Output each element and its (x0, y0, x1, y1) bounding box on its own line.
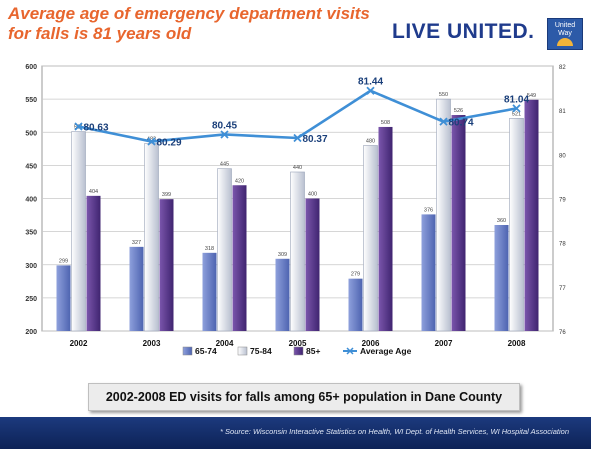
bar-85-2008 (524, 99, 539, 331)
bar-label: 420 (235, 178, 244, 184)
average-age-point (366, 86, 375, 95)
y2-tick-label: 79 (559, 198, 566, 204)
average-age-point (439, 117, 448, 126)
bar-label: 480 (366, 139, 375, 145)
bar-label: 445 (220, 162, 229, 168)
y2-tick-label: 80 (559, 153, 566, 159)
bar-6574-2007 (421, 214, 436, 331)
bar-label: 318 (205, 246, 214, 252)
average-age-point (147, 137, 156, 146)
bar-label: 508 (381, 120, 390, 126)
brand-name: LIVE UNITED. (392, 20, 535, 43)
logo-sun-icon (557, 38, 573, 46)
average-age-label: 80.29 (157, 138, 182, 149)
bar-85-2002 (86, 195, 101, 331)
bar-7584-2003 (144, 143, 159, 332)
x-tick-label: 2004 (216, 339, 234, 348)
legend-marker (346, 347, 354, 355)
legend-swatch (293, 346, 304, 356)
bar-85-2004 (232, 185, 247, 331)
average-age-point (512, 104, 521, 113)
average-age-point (74, 122, 83, 131)
bar-label: 279 (351, 272, 360, 278)
chart: 200 250 300 350 400 450 500 550 600 76 77 78 79 80 81 8… (25, 64, 566, 356)
bar-label: 299 (59, 258, 68, 264)
bar-7584-2004 (217, 168, 232, 332)
y-tick-label: 600 (25, 64, 37, 71)
average-age-point (293, 133, 302, 143)
y2-tick-label: 76 (559, 330, 566, 336)
y2-tick-label: 81 (559, 109, 566, 115)
x-tick-label: 2002 (70, 339, 88, 348)
bar-6574-2005 (275, 258, 290, 331)
y2-tick-label: 82 (559, 65, 566, 71)
bar-7584-2002 (71, 131, 86, 332)
x-tick-label: 2006 (362, 339, 380, 348)
average-age-label: 80.37 (303, 134, 328, 145)
average-age-label: 80.63 (84, 123, 109, 134)
source-note: * Source: Wisconsin Interactive Statisti… (220, 427, 569, 436)
bar-label: 483 (147, 137, 156, 143)
x-tick-label: 2007 (435, 339, 453, 348)
bar-label: 309 (278, 252, 287, 258)
bar-6574-2008 (494, 225, 509, 331)
legend-label: 85+ (306, 346, 320, 356)
bar-85-2005 (305, 198, 320, 331)
bar-7584-2006 (363, 145, 378, 332)
bar-85-2003 (159, 199, 174, 331)
bar-label: 327 (132, 240, 141, 246)
headline: Average age of emergency department visi… (8, 4, 370, 43)
y-tick-label: 400 (25, 197, 37, 204)
y2-tick-label: 77 (559, 286, 566, 292)
bar-6574-2002 (56, 265, 71, 331)
average-age-label: 81.44 (358, 77, 383, 88)
bar-label: 376 (424, 207, 433, 213)
bar-6574-2003 (129, 246, 144, 331)
bar-7584-2008 (509, 118, 524, 332)
y-tick-label: 350 (25, 230, 37, 237)
average-age-label: 81.04 (504, 94, 529, 105)
legend-swatch (182, 346, 193, 356)
legend-label: 75-84 (250, 346, 272, 356)
x-tick-label: 2003 (143, 339, 161, 348)
chart-caption: 2002-2008 ED visits for falls among 65+ … (88, 383, 520, 411)
footer: * Source: Wisconsin Interactive Statisti… (0, 417, 591, 449)
y-tick-label: 500 (25, 130, 37, 137)
united-way-logo-icon: United Way (547, 18, 583, 50)
bar-6574-2004 (202, 252, 217, 331)
bar-85-2007 (451, 115, 466, 332)
average-age-point (220, 130, 229, 139)
y-tick-label: 550 (25, 97, 37, 104)
y-tick-label: 250 (25, 296, 37, 303)
bar-label: 549 (527, 93, 536, 99)
y-tick-label: 300 (25, 263, 37, 270)
x-tick-label: 2005 (289, 339, 307, 348)
logo-text: United Way (554, 22, 576, 37)
bar-7584-2007 (436, 98, 451, 332)
average-age-label: 80.74 (449, 118, 474, 129)
bar-7584-2005 (290, 171, 305, 332)
legend-swatch (237, 346, 248, 356)
bar-label: 399 (162, 192, 171, 198)
x-tick-label: 2008 (508, 339, 526, 348)
bar-label: 440 (293, 165, 302, 171)
bar-label: 404 (89, 189, 98, 195)
bar-6574-2006 (348, 278, 363, 331)
bar-85-2006 (378, 126, 393, 331)
y2-tick-label: 78 (559, 242, 566, 248)
bar-label: 526 (454, 108, 463, 114)
bar-label: 360 (497, 218, 506, 224)
legend-label: 65-74 (195, 346, 217, 356)
legend-label: Average Age (360, 346, 412, 356)
bar-label: 550 (439, 92, 448, 98)
average-age-label: 80.45 (212, 120, 237, 131)
bar-label: 521 (512, 111, 521, 117)
y-tick-label: 450 (25, 163, 37, 170)
bar-label: 400 (308, 192, 317, 198)
y-tick-label: 200 (25, 329, 37, 336)
